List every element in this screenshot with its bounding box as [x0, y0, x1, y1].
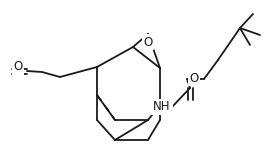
- Text: O: O: [143, 36, 153, 49]
- Text: O: O: [189, 71, 199, 85]
- Text: NH: NH: [153, 100, 171, 114]
- Text: O: O: [13, 61, 22, 73]
